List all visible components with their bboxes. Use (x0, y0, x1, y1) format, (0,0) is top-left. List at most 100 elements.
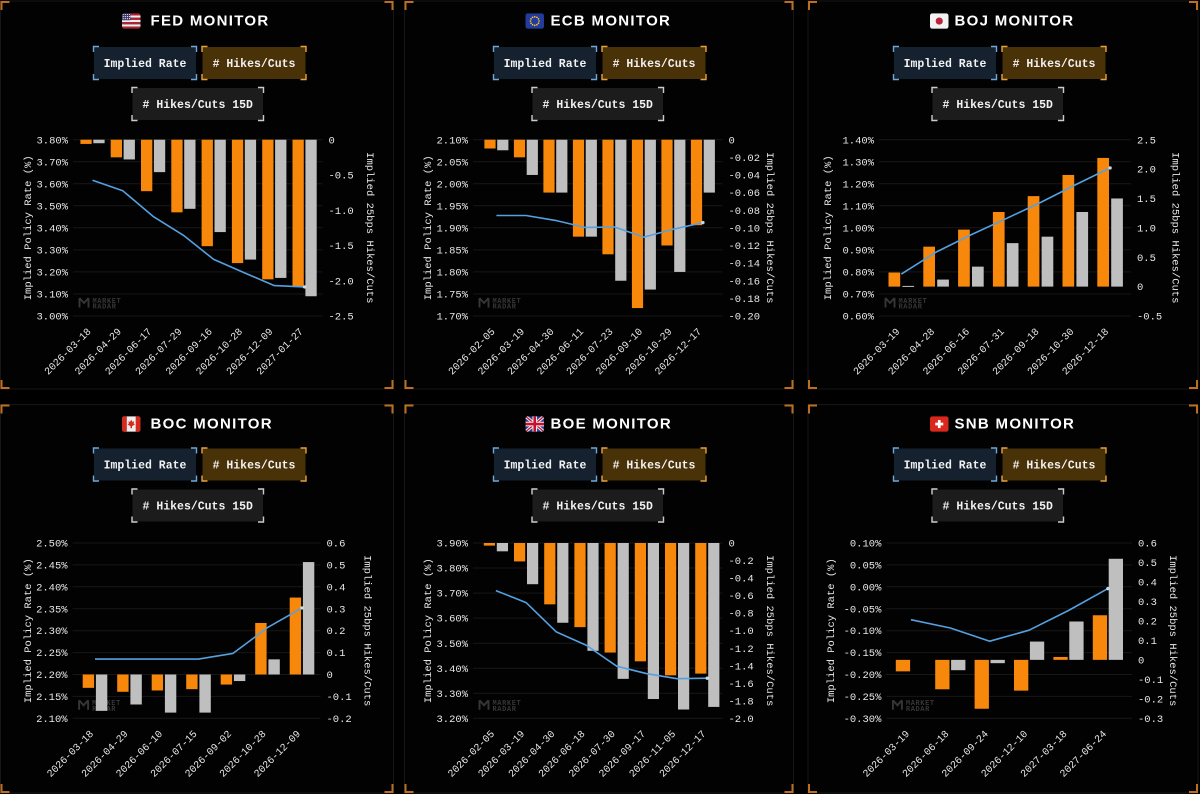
svg-text:BOE MONITOR: BOE MONITOR (551, 416, 673, 433)
svg-text:3.70%: 3.70% (36, 157, 68, 169)
svg-text:-0.8: -0.8 (729, 609, 754, 621)
svg-text:MARKET: MARKET (93, 298, 122, 306)
svg-text:0.5: 0.5 (327, 561, 346, 573)
svg-text:-2.5: -2.5 (329, 312, 354, 324)
svg-text:2.35%: 2.35% (36, 604, 68, 616)
svg-text:3.30%: 3.30% (36, 246, 68, 258)
svg-text:0.4: 0.4 (327, 582, 346, 594)
svg-text:Implied 25bps Hikes/Cuts: Implied 25bps Hikes/Cuts (763, 152, 775, 303)
svg-text:Implied Rate: Implied Rate (104, 460, 187, 473)
svg-text:0: 0 (327, 670, 333, 682)
svg-text:-0.02: -0.02 (729, 153, 761, 165)
svg-text:-0.12: -0.12 (729, 241, 761, 253)
svg-text:-0.05%: -0.05% (844, 604, 883, 616)
svg-text:3.50%: 3.50% (436, 639, 468, 651)
svg-text:1.10%: 1.10% (842, 201, 874, 213)
svg-text:1.95%: 1.95% (436, 201, 468, 213)
svg-text:0.90%: 0.90% (842, 246, 874, 258)
svg-text:2.15%: 2.15% (36, 692, 68, 704)
svg-text:3.60%: 3.60% (36, 179, 68, 191)
svg-text:3.90%: 3.90% (436, 539, 468, 551)
svg-text:0.5: 0.5 (1138, 558, 1157, 570)
svg-text:1.20%: 1.20% (842, 179, 874, 191)
svg-text:2.25%: 2.25% (36, 648, 68, 660)
svg-text:1.85%: 1.85% (436, 246, 468, 258)
svg-text:2.45%: 2.45% (36, 561, 68, 573)
svg-text:-0.6: -0.6 (729, 591, 754, 603)
svg-text:1.70%: 1.70% (436, 312, 468, 324)
svg-text:-0.20: -0.20 (729, 312, 761, 324)
svg-text:0.3: 0.3 (1138, 597, 1157, 609)
svg-text:2.00%: 2.00% (436, 179, 468, 191)
svg-text:Implied 25bps Hikes/Cuts: Implied 25bps Hikes/Cuts (1169, 152, 1181, 303)
svg-text:2.40%: 2.40% (36, 582, 68, 594)
svg-text:Implied Policy Rate (%): Implied Policy Rate (%) (423, 558, 435, 703)
svg-text:Implied 25bps Hikes/Cuts: Implied 25bps Hikes/Cuts (763, 555, 775, 706)
svg-text:Implied Rate: Implied Rate (504, 58, 587, 71)
svg-text:# Hikes/Cuts 15D: # Hikes/Cuts 15D (543, 99, 654, 112)
svg-text:0.5: 0.5 (1137, 253, 1156, 265)
svg-text:-1.2: -1.2 (729, 644, 754, 656)
svg-text:Implied 25bps Hikes/Cuts: Implied 25bps Hikes/Cuts (363, 152, 375, 303)
svg-text:2.20%: 2.20% (36, 670, 68, 682)
svg-text:1.30%: 1.30% (842, 157, 874, 169)
svg-text:0.10%: 0.10% (850, 539, 882, 551)
svg-text:RADAR: RADAR (93, 304, 117, 312)
svg-text:SNB MONITOR: SNB MONITOR (955, 416, 1076, 433)
svg-text:-0.2: -0.2 (729, 556, 754, 568)
svg-text:2.10%: 2.10% (436, 135, 468, 147)
svg-text:-0.25%: -0.25% (844, 692, 883, 704)
svg-text:1.5: 1.5 (1137, 194, 1156, 206)
svg-text:# Hikes/Cuts: # Hikes/Cuts (613, 58, 696, 71)
svg-text:Implied 25bps Hikes/Cuts: Implied 25bps Hikes/Cuts (361, 555, 373, 706)
svg-text:3.50%: 3.50% (36, 201, 68, 213)
svg-text:3.00%: 3.00% (36, 312, 68, 324)
svg-text:0: 0 (1138, 656, 1144, 668)
svg-text:1.0: 1.0 (1137, 224, 1156, 236)
svg-text:-0.2: -0.2 (327, 714, 352, 726)
svg-text:0.05%: 0.05% (850, 561, 882, 573)
svg-text:RADAR: RADAR (899, 304, 923, 312)
svg-text:-2.0: -2.0 (729, 714, 754, 726)
svg-text:RADAR: RADAR (493, 706, 517, 714)
svg-text:-0.16: -0.16 (729, 276, 761, 288)
svg-text:MARKET: MARKET (493, 298, 522, 306)
svg-text:2.5: 2.5 (1137, 135, 1156, 147)
svg-text:ECB MONITOR: ECB MONITOR (551, 13, 672, 30)
svg-text:-0.20%: -0.20% (844, 670, 883, 682)
svg-text:Implied Policy Rate (%): Implied Policy Rate (%) (423, 155, 435, 300)
svg-text:3.10%: 3.10% (36, 290, 68, 302)
svg-text:-2.0: -2.0 (329, 276, 354, 288)
svg-text:Implied Rate: Implied Rate (904, 460, 987, 473)
svg-text:3.80%: 3.80% (36, 135, 68, 147)
svg-text:-0.10%: -0.10% (844, 626, 883, 638)
svg-text:-0.2: -0.2 (1138, 694, 1163, 706)
svg-text:0.6: 0.6 (1138, 539, 1157, 551)
svg-text:2.30%: 2.30% (36, 626, 68, 638)
svg-text:-0.18: -0.18 (729, 294, 761, 306)
svg-text:Implied Policy Rate (%): Implied Policy Rate (%) (826, 558, 838, 703)
svg-text:0.00%: 0.00% (850, 582, 882, 594)
svg-text:-1.0: -1.0 (329, 206, 354, 218)
svg-text:3.20%: 3.20% (436, 714, 468, 726)
svg-text:0.3: 0.3 (327, 604, 346, 616)
svg-text:-1.5: -1.5 (329, 241, 354, 253)
svg-text:0.80%: 0.80% (842, 268, 874, 280)
svg-text:0: 0 (729, 135, 735, 147)
svg-text:Implied Rate: Implied Rate (104, 58, 187, 71)
svg-text:# Hikes/Cuts 15D: # Hikes/Cuts 15D (943, 99, 1054, 112)
svg-text:Implied Policy Rate (%): Implied Policy Rate (%) (23, 155, 35, 300)
svg-text:-0.1: -0.1 (1138, 675, 1163, 687)
svg-text:# Hikes/Cuts: # Hikes/Cuts (1013, 58, 1096, 71)
svg-text:# Hikes/Cuts 15D: # Hikes/Cuts 15D (943, 501, 1054, 514)
svg-text:# Hikes/Cuts 15D: # Hikes/Cuts 15D (143, 501, 254, 514)
svg-text:# Hikes/Cuts 15D: # Hikes/Cuts 15D (143, 99, 254, 112)
svg-text:3.30%: 3.30% (436, 689, 468, 701)
svg-text:-0.3: -0.3 (1138, 714, 1163, 726)
svg-text:0: 0 (329, 135, 335, 147)
svg-text:1.75%: 1.75% (436, 290, 468, 302)
svg-text:-0.04: -0.04 (729, 171, 761, 183)
svg-text:0.6: 0.6 (327, 539, 346, 551)
svg-text:-0.4: -0.4 (729, 574, 754, 586)
svg-text:-0.30%: -0.30% (844, 714, 883, 726)
